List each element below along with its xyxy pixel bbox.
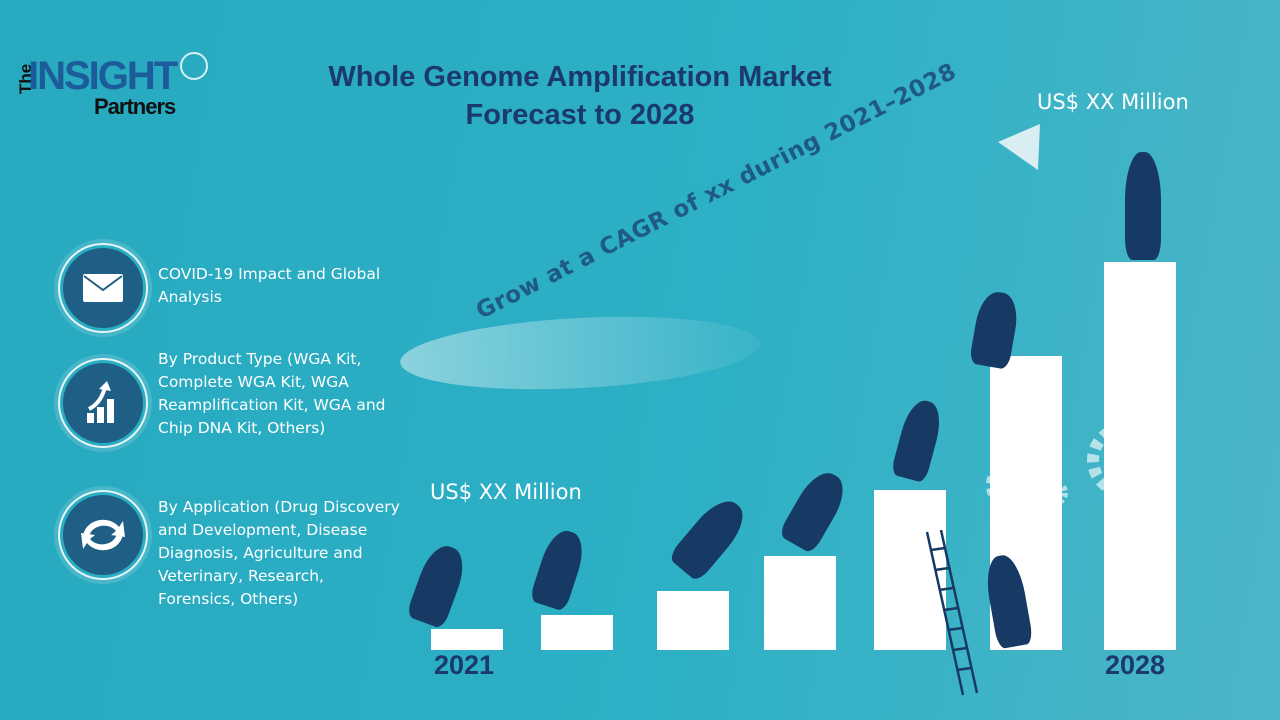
businessman-figure: [667, 492, 753, 583]
end-value-label: US$ XX Million: [1037, 90, 1189, 114]
segment-application: By Application (Drug Discovery and Devel…: [60, 492, 400, 608]
bar-step-7: [1104, 262, 1176, 650]
logo-insight: INSIGHT: [28, 54, 178, 98]
logo-partners: Partners: [94, 94, 176, 119]
growth-chart-icon: [60, 360, 146, 446]
logo-ring-icon: [180, 52, 208, 80]
businessman-figure: [777, 465, 853, 555]
insight-partners-logo: The INSIGHT Partners: [8, 50, 218, 125]
bar-step-3: [657, 591, 729, 650]
businesswoman-figure: [528, 526, 590, 612]
arrow-head-icon: [998, 124, 1040, 170]
businesswoman-figure: [890, 396, 946, 484]
bar-step-5: [874, 490, 946, 650]
page-title: Whole Genome Amplification Market Foreca…: [250, 58, 910, 134]
start-value-label: US$ XX Million: [430, 480, 582, 504]
envelope-icon: [60, 245, 146, 331]
cycle-icon: [60, 492, 146, 578]
end-year-label: 2028: [1105, 650, 1166, 680]
bar-step-1: [431, 629, 503, 650]
ladder-icon: [925, 530, 979, 696]
segment-product-type: By Product Type (WGA Kit, Complete WGA K…: [60, 350, 400, 446]
bar-step-4: [764, 556, 836, 650]
businessman-figure: [405, 540, 471, 630]
segment-covid: COVID-19 Impact and Global Analysis: [60, 245, 400, 331]
segment-text: COVID-19 Impact and Global Analysis: [158, 265, 381, 306]
segment-text: By Application (Drug Discovery and Devel…: [158, 498, 400, 608]
businessman-celebrating-figure: [1125, 152, 1161, 260]
title-line-2: Forecast to 2028: [465, 99, 695, 131]
bar-step-2: [541, 615, 613, 650]
swoosh-decoration: [398, 308, 762, 398]
start-year-label: 2021: [434, 650, 495, 680]
title-line-1: Whole Genome Amplification Market: [328, 61, 832, 93]
segment-text: By Product Type (WGA Kit, Complete WGA K…: [158, 350, 386, 437]
